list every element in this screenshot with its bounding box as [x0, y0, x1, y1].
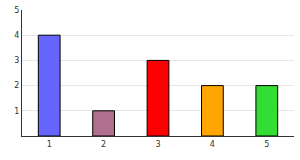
- svg-text:5: 5: [14, 6, 19, 15]
- svg-text:1: 1: [14, 107, 19, 116]
- svg-text:3: 3: [155, 140, 160, 149]
- svg-text:2: 2: [14, 81, 19, 90]
- svg-text:5: 5: [264, 140, 269, 149]
- svg-text:4: 4: [14, 31, 19, 40]
- svg-text:2: 2: [101, 140, 106, 149]
- svg-text:4: 4: [210, 140, 215, 149]
- svg-text:3: 3: [14, 56, 19, 65]
- svg-text:1: 1: [47, 140, 52, 149]
